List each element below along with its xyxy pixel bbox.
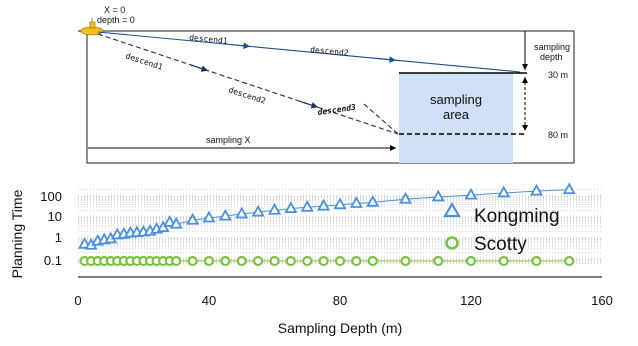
label-sampling-depth-1: sampling (534, 42, 570, 52)
scotty-point (171, 255, 182, 267)
sampling-area (399, 73, 513, 163)
kongming-point (235, 206, 249, 219)
legend-label-scotty: Scotty (474, 234, 527, 255)
scotty-point (203, 255, 215, 267)
x-tick-labels: 0 40 80 120 160 (74, 293, 612, 308)
legend: Kongming Scotty (443, 201, 560, 255)
kongming-point (251, 204, 265, 217)
kongming-point (218, 208, 232, 221)
scotty-point (302, 255, 313, 267)
x-axis-title: Sampling Depth (m) (278, 320, 403, 336)
scotty-point (187, 255, 198, 267)
kongming-point (317, 198, 331, 211)
legend-marker-kongming (443, 201, 461, 218)
scotty-point (318, 255, 329, 267)
planning-time-chart: 100 10 1 0.1 0 40 80 120 160 Sampling De… (9, 182, 613, 336)
scotty-point (351, 255, 362, 267)
x-tick-label: 120 (460, 293, 482, 308)
x-tick-label: 80 (333, 293, 347, 308)
x-tick-label: 160 (591, 293, 613, 308)
kongming-point (366, 194, 380, 207)
dashed-path (97, 33, 399, 135)
label-depth-30: 30 m (548, 70, 568, 80)
scotty-point (433, 255, 444, 267)
legend-label-kongming: Kongming (474, 206, 560, 227)
kongming-point (300, 199, 314, 212)
scotty-point (564, 255, 575, 267)
scotty-point (498, 255, 509, 267)
dashed-arrow-1 (189, 64, 209, 72)
kongming-point (163, 215, 177, 227)
kongming-point (562, 182, 576, 195)
y-tick-labels: 100 10 1 0.1 (40, 189, 62, 268)
origin-label-x: X = 0 (104, 5, 125, 15)
sampling-diagram: sampling area X = 0 depth = 0 descend1 d… (78, 5, 575, 164)
origin-label-depth: depth = 0 (97, 15, 135, 25)
scotty-point (465, 255, 477, 267)
kongming-point (267, 202, 282, 215)
kongming-series (78, 182, 576, 250)
scotty-point (400, 255, 411, 267)
kongming-point (497, 185, 511, 198)
scotty-series (79, 255, 575, 267)
label-sampling-depth-2: depth (540, 52, 563, 62)
x-tick-label: 0 (74, 293, 81, 308)
scotty-point (334, 255, 346, 267)
legend-marker-scotty (445, 236, 459, 250)
kongming-point (333, 197, 347, 210)
kongming-point (431, 189, 445, 202)
solid-path (97, 31, 521, 73)
scotty-point (367, 255, 378, 267)
scotty-point (253, 255, 264, 267)
label-descend1-top: descend1 (189, 33, 228, 46)
label-descend2-top: descend2 (310, 45, 349, 58)
y-tick-label: 0.1 (44, 253, 62, 268)
kongming-point (169, 216, 183, 229)
kongming-point (349, 196, 363, 208)
scotty-point (285, 255, 296, 267)
kongming-point (464, 187, 478, 200)
y-tick-label: 100 (40, 189, 62, 204)
label-depth-80: 80 m (548, 130, 568, 140)
submarine-icon (78, 18, 104, 36)
kongming-point (284, 201, 298, 214)
scotty-point (236, 255, 247, 267)
kongming-point (529, 183, 544, 196)
y-tick-label: 10 (48, 209, 62, 224)
kongming-point (202, 210, 216, 223)
y-tick-label: 1 (55, 230, 62, 245)
sampling-area-label-2: area (443, 107, 470, 122)
y-axis-title: Planning Time (9, 189, 25, 278)
solid-arrow-2 (374, 56, 397, 63)
scotty-point (220, 255, 231, 267)
solid-arrow-1 (229, 42, 251, 50)
label-sampling-x: sampling X (206, 135, 251, 145)
sampling-area-label-1: sampling (430, 92, 482, 107)
kongming-point (186, 212, 200, 225)
dashed-arrow-2 (299, 100, 319, 109)
x-tick-label: 40 (202, 293, 216, 308)
scotty-point (531, 255, 542, 267)
scotty-point (269, 255, 280, 267)
kongming-point (398, 191, 413, 204)
